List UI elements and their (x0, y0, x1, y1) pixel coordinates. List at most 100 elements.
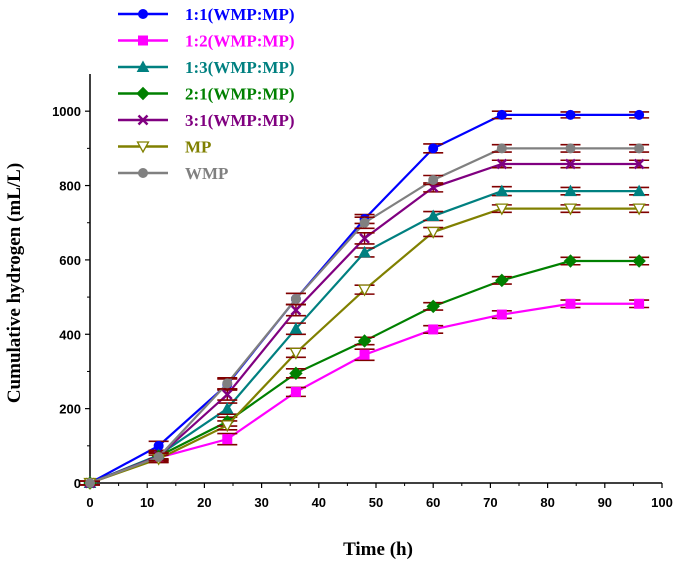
x-tick-label: 90 (598, 495, 612, 510)
data-point (496, 143, 507, 154)
legend-marker (138, 35, 148, 46)
data-point (563, 203, 578, 216)
data-point (357, 334, 372, 348)
data-point (565, 298, 576, 309)
data-point (153, 451, 164, 462)
series-line (89, 113, 640, 484)
series-6 (80, 143, 650, 488)
y-tick-label: 600 (59, 253, 81, 268)
legend-marker (136, 86, 150, 101)
data-point (496, 158, 508, 170)
legend: 1:1(WMP:MP) 1:2(WMP:MP) 1:3(WMP:MP) 2:1(WMP… (118, 5, 295, 183)
legend-item: 2:1(WMP:MP) (118, 85, 295, 104)
axes: Time (h) Cumulative hydrogen (mL/L) 0 10 2… (4, 74, 673, 560)
series-3 (80, 254, 650, 490)
legend-label: MP (185, 138, 211, 157)
data-point (221, 389, 233, 400)
legend-marker (136, 60, 150, 72)
data-point (634, 109, 645, 120)
x-tick-label: 10 (140, 495, 154, 510)
legend-item: 1:2(WMP:MP) (118, 32, 295, 51)
legend-item: 3:1(WMP:MP) (118, 111, 295, 130)
data-point (428, 174, 439, 185)
data-point (290, 386, 301, 397)
legend-label: WMP (185, 164, 228, 183)
data-point (565, 143, 576, 154)
y-tick-label: 800 (59, 179, 81, 194)
data-point (289, 366, 303, 381)
series-2 (80, 184, 650, 488)
data-point (495, 184, 509, 197)
y-axis-title: Cumulative hydrogen (mL/L) (4, 163, 25, 403)
data-point (634, 298, 645, 309)
data-point (496, 109, 507, 120)
legend-item: 1:1(WMP:MP) (118, 5, 295, 24)
x-tick-label: 30 (254, 495, 268, 510)
legend-marker (136, 141, 150, 154)
legend-label: 1:2(WMP:MP) (185, 32, 295, 51)
marker-stroke (565, 158, 576, 170)
data-point (222, 378, 233, 389)
data-point (358, 245, 371, 258)
x-tick-label: 70 (483, 495, 497, 510)
data-point (359, 232, 370, 244)
data-point (565, 109, 576, 120)
legend-label: 2:1(WMP:MP) (185, 85, 295, 104)
data-point (220, 420, 234, 433)
data-point (220, 402, 234, 414)
y-tick-label: 0 (74, 476, 81, 491)
data-point (85, 478, 95, 488)
y-tick-label: 200 (59, 402, 81, 417)
series-line (89, 162, 640, 485)
data-point (426, 209, 440, 222)
y-tick-label: 400 (59, 327, 81, 342)
data-point (564, 184, 577, 197)
legend-item: WMP (118, 164, 228, 183)
marker-stroke (496, 158, 508, 170)
legend-marker (138, 9, 148, 19)
legend-item: 1:3(WMP:MP) (118, 58, 295, 77)
x-tick-label: 80 (540, 495, 554, 510)
x-tick-label: 20 (197, 495, 211, 510)
x-tick-label: 60 (426, 495, 440, 510)
data-point (359, 217, 370, 228)
legend-marker (137, 114, 149, 126)
x-tick-label: 0 (86, 495, 93, 510)
legend-label: 3:1(WMP:MP) (185, 111, 295, 130)
marker-stroke (290, 304, 302, 316)
data-point (632, 184, 646, 197)
data-point (632, 203, 646, 216)
data-point (428, 324, 439, 335)
data-point (290, 293, 301, 304)
legend-item: MP (118, 138, 211, 157)
data-point (563, 254, 578, 268)
data-point (290, 304, 302, 316)
data-point (495, 203, 509, 216)
data-point (633, 158, 645, 170)
x-tick-label: 40 (312, 495, 326, 510)
data-point (289, 347, 303, 360)
y-tick-label: 1000 (52, 104, 81, 119)
marker-stroke (633, 158, 645, 170)
data-point (357, 284, 372, 297)
data-point (565, 158, 576, 170)
data-point (359, 349, 370, 360)
legend-label: 1:1(WMP:MP) (185, 5, 295, 24)
data-point (632, 254, 646, 268)
x-tick-label: 50 (369, 495, 383, 510)
series-line (89, 302, 640, 485)
x-axis-title: Time (h) (343, 539, 413, 560)
x-tick-label: 100 (651, 495, 673, 510)
data-point (222, 434, 233, 445)
series-group (80, 109, 650, 490)
data-point (495, 273, 509, 288)
data-point (289, 322, 303, 334)
data-point (496, 309, 507, 320)
data-point (428, 143, 439, 154)
marker-stroke (221, 389, 233, 400)
legend-marker (138, 168, 148, 178)
marker-stroke (359, 232, 370, 244)
data-point (426, 226, 440, 239)
marker-stroke (137, 114, 149, 126)
